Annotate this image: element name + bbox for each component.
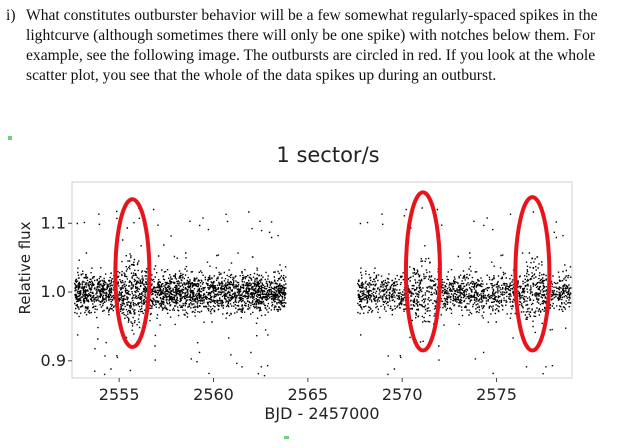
scatter-points bbox=[74, 207, 572, 377]
instruction-paragraph: i) What constitutes outburster behavior … bbox=[6, 6, 630, 86]
y-axis: 0.9 1.0 1.1 bbox=[41, 213, 72, 370]
chart-title: 1 sector/s bbox=[276, 143, 379, 167]
lightcurve-plot: 1 sector/s 2555 2560 2565 2570 2575 0.9 1.0 1.… bbox=[0, 136, 637, 443]
x-tick-label: 2575 bbox=[476, 385, 517, 404]
x-tick-label: 2565 bbox=[287, 385, 328, 404]
lightcurve-figure: 1 sector/s 2555 2560 2565 2570 2575 0.9 1.0 1.… bbox=[0, 136, 637, 443]
y-tick-label: 1.1 bbox=[41, 213, 66, 232]
data-points bbox=[74, 207, 572, 377]
outburst-circle bbox=[513, 195, 552, 353]
title-marker-icon bbox=[8, 136, 12, 140]
paragraph-text: What constitutes outburster behavior wil… bbox=[26, 7, 598, 84]
axes-frame bbox=[71, 181, 573, 379]
outburst-circle bbox=[403, 190, 442, 353]
y-axis-label: Relative flux bbox=[16, 221, 34, 314]
list-marker: i) bbox=[6, 7, 16, 24]
footer-marker-icon bbox=[284, 436, 289, 439]
y-tick-label: 0.9 bbox=[41, 351, 66, 370]
x-axis: 2555 2560 2565 2570 2575 bbox=[99, 378, 517, 404]
y-tick-label: 1.0 bbox=[41, 282, 66, 301]
outburst-annotations bbox=[113, 190, 552, 353]
outburst-circle bbox=[113, 197, 152, 350]
x-tick-label: 2560 bbox=[193, 385, 234, 404]
x-tick-label: 2570 bbox=[382, 385, 423, 404]
x-tick-label: 2555 bbox=[99, 385, 140, 404]
x-axis-label: BJD - 2457000 bbox=[264, 404, 379, 423]
